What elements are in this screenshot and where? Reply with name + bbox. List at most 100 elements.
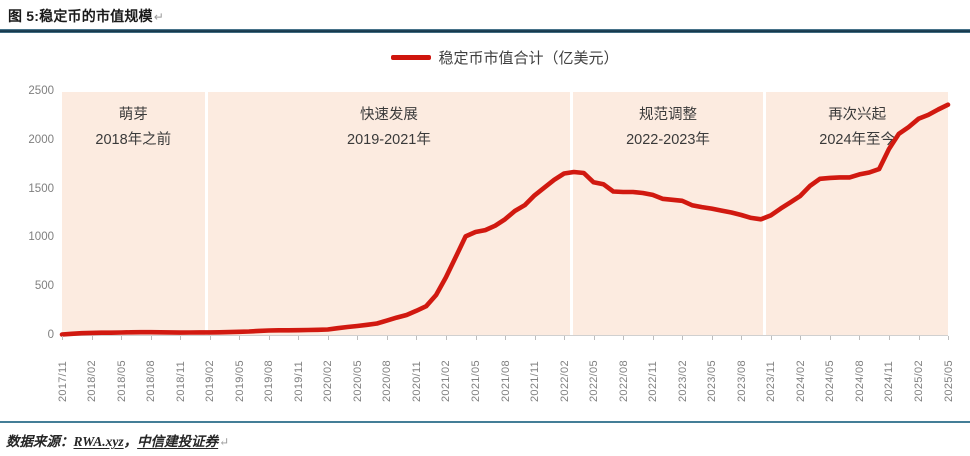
x-tick-label: 2024/05 bbox=[824, 360, 837, 402]
source-prefix: 数据来源： bbox=[6, 434, 74, 449]
phase-period: 2019-2021年 bbox=[347, 132, 431, 148]
market-cap-line bbox=[59, 102, 951, 337]
source-link-rwa[interactable]: RWA.xyz bbox=[73, 434, 124, 449]
figure-title-text: 图 5:稳定币的市值规模 bbox=[8, 8, 153, 24]
x-tick bbox=[62, 336, 63, 340]
phase-name: 萌芽 bbox=[118, 107, 148, 123]
x-tick bbox=[711, 336, 713, 340]
x-tick bbox=[180, 336, 182, 340]
plot-area: 萌芽 2018年之前 快速发展 2019-2021年 规范调整 2022-2023年 再次兴… bbox=[59, 90, 951, 337]
x-tick bbox=[888, 336, 890, 340]
x-tick bbox=[416, 336, 418, 340]
x-tick-label: 2021/11 bbox=[529, 360, 541, 402]
x-tick bbox=[298, 336, 300, 340]
x-tick-label: 2022/11 bbox=[647, 360, 660, 402]
phase-period: 2018年之前 bbox=[95, 132, 172, 148]
x-tick bbox=[209, 336, 211, 340]
x-tick-label: 2019/11 bbox=[292, 360, 305, 402]
x-tick bbox=[386, 336, 388, 340]
legend-line-swatch bbox=[391, 54, 432, 60]
x-tick-label: 2022/08 bbox=[617, 360, 630, 402]
x-tick bbox=[150, 336, 152, 340]
phase-period: 2022-2023年 bbox=[626, 132, 710, 148]
header-divider bbox=[0, 29, 970, 33]
x-tick bbox=[770, 336, 772, 340]
phase-name: 规范调整 bbox=[638, 107, 697, 123]
phase-band-1: 萌芽 2018年之前 bbox=[62, 92, 205, 335]
data-source-note: 数据来源：RWA.xyz，中信建投证券↵ bbox=[6, 430, 229, 450]
x-tick-label: 2020/08 bbox=[381, 360, 394, 402]
x-tick bbox=[652, 336, 654, 340]
phase-label: 萌芽 2018年之前 bbox=[62, 103, 205, 153]
phase-name: 再次兴起 bbox=[828, 107, 887, 123]
x-tick bbox=[623, 336, 625, 340]
y-tick-label: 1000 bbox=[28, 231, 54, 244]
phase-label: 快速发展 2019-2021年 bbox=[208, 103, 570, 153]
x-tick-label: 2025/05 bbox=[942, 360, 955, 402]
x-tick-label: 2020/11 bbox=[410, 360, 423, 402]
x-tick-label: 2025/02 bbox=[913, 360, 925, 402]
x-tick bbox=[534, 336, 536, 340]
chart-legend: 稳定币市值合计（亿美元） bbox=[62, 46, 948, 68]
x-tick-label: 2021/02 bbox=[440, 360, 453, 402]
x-tick-label: 2024/02 bbox=[794, 360, 807, 402]
x-tick bbox=[564, 336, 566, 340]
phase-label: 再次兴起 2024年至今 bbox=[766, 103, 948, 153]
x-tick-label: 2023/11 bbox=[765, 360, 778, 402]
y-tick-label: 0 bbox=[47, 329, 54, 341]
x-tick bbox=[593, 336, 595, 340]
x-tick bbox=[121, 336, 123, 340]
x-tick bbox=[948, 336, 949, 340]
source-separator: ， bbox=[123, 434, 138, 449]
x-tick-label: 2022/02 bbox=[558, 360, 571, 402]
phase-period: 2024年至今 bbox=[819, 132, 896, 148]
x-tick bbox=[918, 336, 920, 340]
source-link-csc[interactable]: 中信建投证券 bbox=[137, 434, 219, 449]
x-tick-label: 2024/08 bbox=[853, 360, 866, 402]
x-tick-label: 2021/08 bbox=[499, 360, 512, 402]
x-tick-label: 2022/05 bbox=[588, 360, 601, 402]
phase-band-4: 再次兴起 2024年至今 bbox=[766, 92, 948, 335]
paragraph-mark: ↵ bbox=[153, 10, 165, 24]
x-tick bbox=[357, 336, 359, 340]
x-tick-label: 2019/02 bbox=[204, 360, 217, 402]
x-tick bbox=[682, 336, 684, 340]
x-tick bbox=[445, 336, 447, 340]
x-tick-label: 2018/11 bbox=[174, 360, 187, 402]
x-tick bbox=[829, 336, 831, 340]
x-tick bbox=[505, 336, 506, 340]
x-tick bbox=[475, 336, 477, 340]
x-tick bbox=[91, 336, 93, 340]
footer-divider bbox=[0, 421, 970, 423]
x-tick-label: 2019/05 bbox=[233, 360, 246, 402]
x-tick bbox=[268, 336, 270, 340]
x-tick-label: 2020/02 bbox=[322, 360, 335, 402]
figure-title: 图 5:稳定币的市值规模↵ bbox=[8, 6, 164, 26]
line-chart bbox=[59, 102, 951, 337]
legend-label: 稳定币市值合计（亿美元） bbox=[438, 49, 619, 67]
x-tick-label: 2023/05 bbox=[706, 360, 719, 402]
x-tick-label: 2018/02 bbox=[86, 360, 98, 402]
x-tick-label: 2023/08 bbox=[735, 360, 748, 402]
x-tick-label: 2018/08 bbox=[145, 360, 158, 402]
phase-label: 规范调整 2022-2023年 bbox=[573, 103, 763, 153]
x-tick bbox=[741, 336, 743, 340]
y-axis-labels: 0 500 1000 1500 2000 2500 bbox=[0, 85, 54, 341]
y-tick-label: 2000 bbox=[28, 133, 54, 146]
x-tick-label: 2018/05 bbox=[115, 360, 128, 402]
phase-name: 快速发展 bbox=[359, 107, 418, 123]
y-tick-label: 1500 bbox=[28, 182, 54, 195]
x-tick bbox=[859, 336, 861, 340]
y-tick-label: 500 bbox=[34, 280, 54, 293]
x-tick-label: 2023/02 bbox=[676, 360, 689, 402]
x-tick-label: 2017/11 bbox=[56, 360, 69, 402]
x-tick-label: 2021/05 bbox=[470, 360, 482, 402]
x-tick bbox=[239, 336, 241, 340]
paragraph-mark: ↵ bbox=[219, 435, 230, 449]
x-tick bbox=[800, 336, 802, 340]
x-tick-label: 2019/08 bbox=[263, 360, 276, 402]
x-tick-label: 2020/05 bbox=[351, 360, 364, 402]
x-tick-label: 2024/11 bbox=[883, 360, 896, 402]
y-tick-label: 2500 bbox=[28, 85, 54, 97]
